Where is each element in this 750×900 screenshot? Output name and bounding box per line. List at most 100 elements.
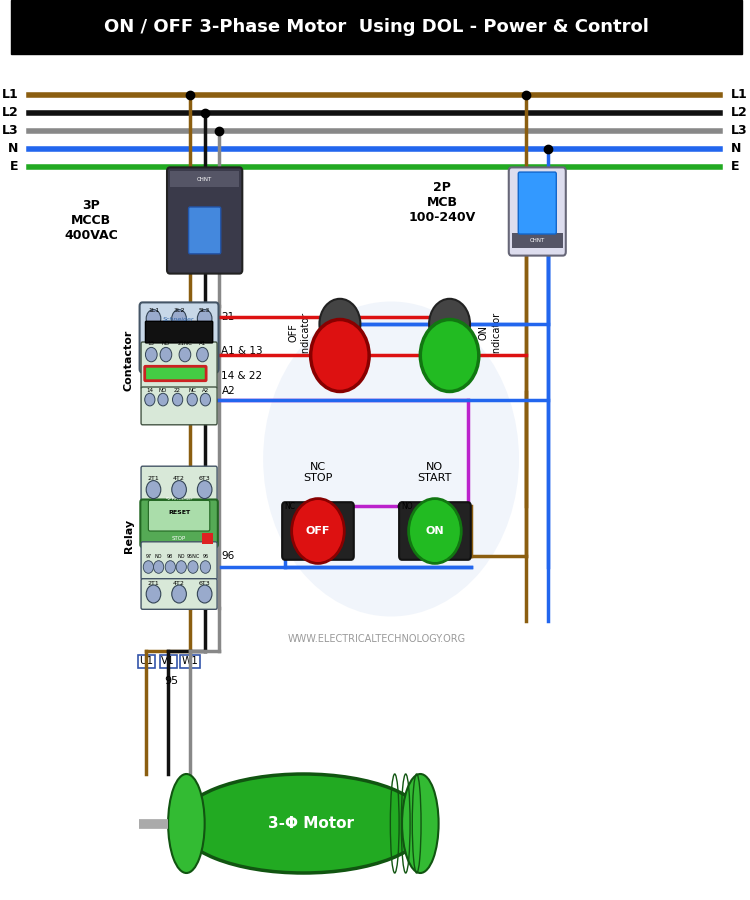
Circle shape [176,561,187,573]
Text: 21NC: 21NC [178,341,192,346]
Text: 97: 97 [146,554,152,559]
Text: W1: W1 [182,656,199,667]
Circle shape [172,585,187,603]
Text: 1L1: 1L1 [148,308,159,313]
Ellipse shape [179,774,428,873]
Text: CHNT: CHNT [197,176,212,182]
FancyBboxPatch shape [148,500,210,531]
FancyBboxPatch shape [188,207,220,254]
Text: 95: 95 [165,676,178,687]
Ellipse shape [402,774,439,873]
Text: L1: L1 [731,88,748,101]
Bar [202,533,213,544]
Text: L2: L2 [2,106,18,119]
Text: NO: NO [159,388,167,393]
Text: L3: L3 [2,124,18,137]
Circle shape [200,393,211,406]
FancyBboxPatch shape [399,502,471,560]
Text: OFF: OFF [306,526,330,536]
Text: ON
Indicator: ON Indicator [479,311,500,355]
Circle shape [320,299,360,349]
FancyBboxPatch shape [141,542,217,580]
Text: NC: NC [285,502,296,511]
Text: 96: 96 [202,554,208,559]
Text: 14 & 22: 14 & 22 [221,371,262,382]
Text: RESET: RESET [168,510,190,516]
Ellipse shape [168,774,205,873]
Text: 4T2: 4T2 [173,580,185,586]
Text: L3: L3 [731,124,748,137]
FancyBboxPatch shape [518,172,556,234]
Circle shape [310,320,369,392]
FancyBboxPatch shape [146,321,213,343]
Text: 3-Φ Motor: 3-Φ Motor [268,816,354,831]
Circle shape [197,481,212,499]
FancyBboxPatch shape [140,302,218,373]
FancyBboxPatch shape [141,579,217,609]
Circle shape [160,347,172,362]
Text: NO
START: NO START [418,462,452,483]
Circle shape [197,310,212,328]
Text: NC: NC [188,388,196,393]
Circle shape [146,347,158,362]
Text: Schneider: Schneider [165,497,193,502]
Text: 2P
MCB
100-240V: 2P MCB 100-240V [409,181,476,224]
Text: 5L3: 5L3 [199,308,210,313]
Circle shape [187,393,197,406]
Text: 3P
MCCB
400VAC: 3P MCCB 400VAC [64,199,118,242]
Text: 2T1: 2T1 [148,476,159,482]
Text: Schneider: Schneider [164,317,195,322]
FancyBboxPatch shape [141,387,217,425]
Circle shape [429,299,470,349]
Text: NC
STOP: NC STOP [303,462,333,483]
Text: 6T3: 6T3 [199,476,211,482]
FancyBboxPatch shape [145,366,206,381]
Circle shape [179,347,190,362]
Text: L1: L1 [2,88,18,101]
Text: U1: U1 [139,656,153,667]
Text: ON: ON [425,526,444,536]
Text: 6T3: 6T3 [199,580,211,586]
Text: L2: L2 [731,106,748,119]
Text: ON / OFF 3-Phase Motor  Using DOL - Power & Control: ON / OFF 3-Phase Motor Using DOL - Power… [104,18,649,36]
Text: 98: 98 [167,554,173,559]
Text: V1: V1 [161,656,175,667]
Circle shape [146,585,160,603]
Circle shape [172,481,187,499]
Circle shape [409,499,461,563]
Text: E: E [731,160,740,173]
FancyBboxPatch shape [140,500,218,547]
Circle shape [165,561,176,573]
Circle shape [292,499,344,563]
Circle shape [188,561,198,573]
Text: NO: NO [162,341,170,346]
Text: NO: NO [178,554,185,559]
Circle shape [158,393,168,406]
Text: A2: A2 [202,388,209,393]
FancyBboxPatch shape [282,502,354,560]
Circle shape [146,481,160,499]
FancyBboxPatch shape [11,0,742,54]
Text: OFF
Indicator: OFF Indicator [289,311,310,355]
Text: NO: NO [154,554,162,559]
Circle shape [263,302,519,616]
Circle shape [154,561,164,573]
Text: 2T1: 2T1 [148,580,159,586]
Text: N: N [731,142,742,155]
Text: A1: A1 [199,341,206,346]
FancyBboxPatch shape [167,167,242,274]
Circle shape [145,393,155,406]
Bar [512,233,562,248]
Text: E: E [10,160,18,173]
Circle shape [196,347,208,362]
Circle shape [143,561,154,573]
FancyBboxPatch shape [141,466,217,504]
Text: 13: 13 [148,341,154,346]
Text: A1 & 13: A1 & 13 [221,346,263,356]
Text: NO: NO [401,502,413,511]
Text: CHNT: CHNT [530,238,545,243]
Text: A2: A2 [221,385,236,396]
Circle shape [197,585,212,603]
FancyBboxPatch shape [509,167,566,256]
Circle shape [146,310,160,328]
